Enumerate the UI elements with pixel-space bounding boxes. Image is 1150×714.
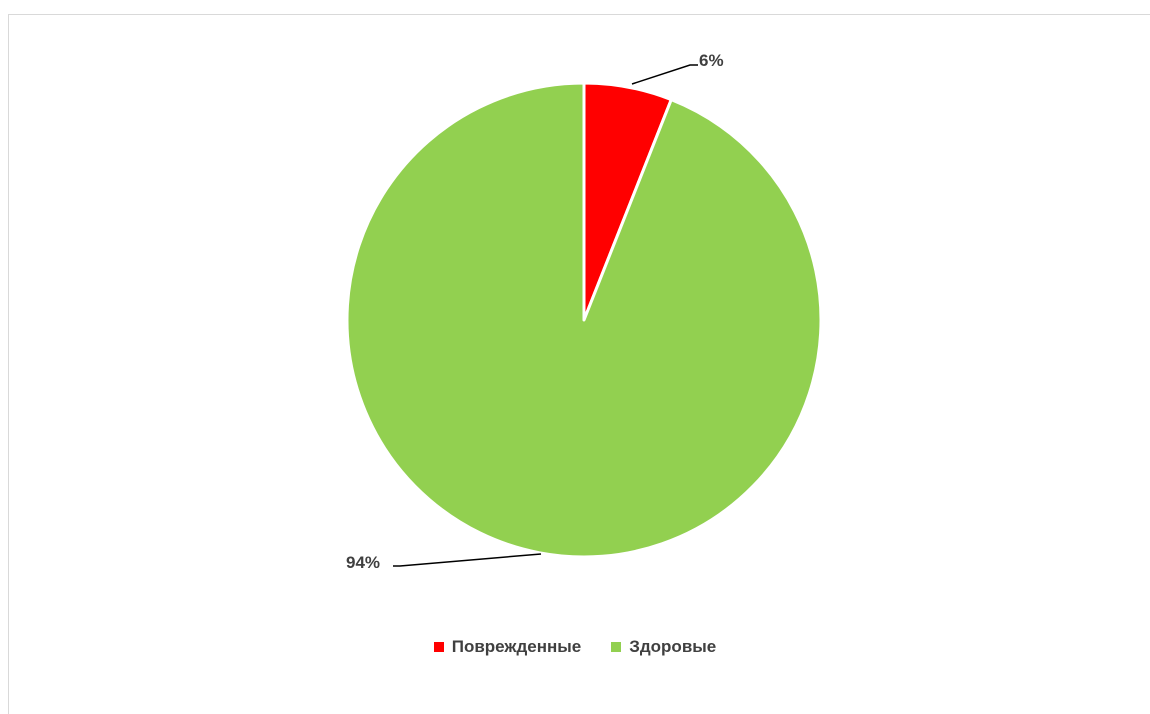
data-labels: 6% 94%: [346, 51, 724, 572]
leader-lines: [393, 64, 698, 567]
legend-label-healthy: Здоровые: [629, 637, 717, 656]
legend-swatch-healthy: [611, 642, 622, 652]
leader-line-damaged: [631, 64, 698, 85]
legend: Поврежденные Здоровые: [0, 637, 1150, 657]
legend-label-damaged: Поврежденные: [451, 637, 582, 656]
data-label-healthy: 94%: [346, 553, 380, 572]
pie-slices: [345, 81, 823, 559]
legend-item-damaged: Поврежденные: [433, 637, 582, 657]
leader-line-healthy: [393, 553, 542, 567]
pie-chart: 6% 94%: [345, 51, 823, 572]
legend-item-healthy: Здоровые: [611, 637, 716, 657]
data-label-damaged: 6%: [699, 51, 724, 70]
legend-swatch-damaged: [433, 642, 444, 652]
pie-slice-healthy: [345, 81, 823, 559]
chart-area: [8, 14, 1150, 714]
